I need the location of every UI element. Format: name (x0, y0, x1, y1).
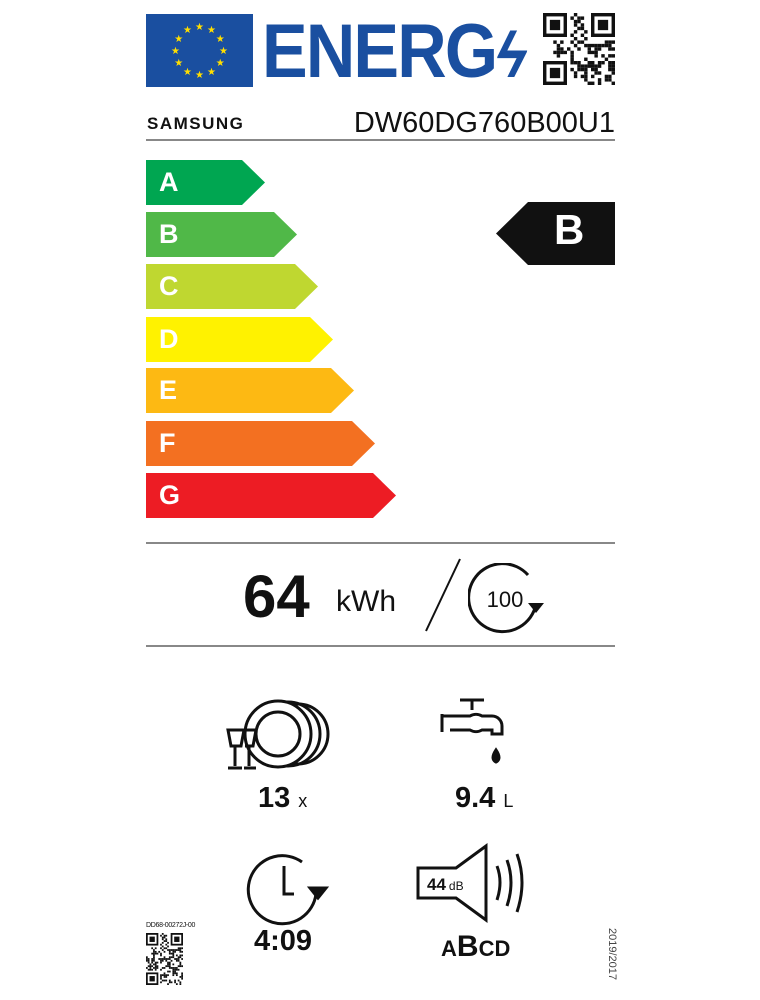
place-settings-icon (226, 699, 330, 770)
star-icon: ★ (216, 34, 225, 45)
water-consumption-value: 9.4 L (455, 782, 514, 814)
energy-class-label: D (159, 324, 179, 354)
brand-name: SAMSUNG (147, 114, 245, 133)
small-qr-code-icon (146, 933, 183, 985)
rating-label: B (554, 206, 585, 253)
qr-code-icon[interactable] (543, 13, 615, 85)
slash-divider (425, 558, 461, 632)
energy-class-a: A (146, 160, 265, 205)
energy-class-label: B (159, 219, 179, 249)
program-duration-value: 4:09 (254, 925, 313, 957)
eu-flag-icon: ★ ★★★★★★★★★★★ (146, 14, 253, 87)
energy-class-g: G (146, 473, 396, 518)
energy-class-c: C (146, 264, 318, 309)
energy-class-label: G (159, 480, 181, 510)
cycles-icon: 100 (468, 563, 558, 639)
star-icon: ★ (183, 25, 192, 36)
star-icon: ★ (219, 46, 228, 57)
star-icon: ★ (183, 67, 192, 78)
rating-indicator (496, 202, 615, 265)
energy-class-e: E (146, 368, 354, 413)
regulation-number: 2019/2017 (606, 928, 618, 980)
water-tap-icon (440, 698, 504, 764)
model-number: DW60DG760B00U1 (353, 107, 615, 139)
noise-speaker-icon (416, 843, 524, 923)
energy-class-f: F (146, 421, 375, 466)
energy-class-b: B (146, 212, 297, 257)
duration-clock-icon (246, 854, 330, 926)
star-icon: ★ (171, 46, 180, 57)
star-icon: ★ (195, 70, 204, 81)
star-icon: ★ (216, 58, 225, 69)
energy-class-label: A (159, 167, 179, 197)
energy-unit: kWh (336, 585, 396, 618)
noise-value: 44 dB (427, 875, 464, 894)
divider (146, 139, 615, 141)
star-icon: ★ (207, 25, 216, 36)
energy-class-d: D (146, 317, 333, 362)
energy-class-label: C (159, 271, 179, 301)
energy-logo: ENERGϟ (262, 9, 527, 94)
star-icon: ★ (174, 58, 183, 69)
star-icon: ★ (207, 67, 216, 78)
energy-class-label: F (159, 428, 176, 458)
divider (146, 645, 615, 647)
label-code: DD68-00272J-00 (146, 922, 196, 929)
energy-class-label: E (159, 375, 178, 405)
noise-class-scale: ABCD (441, 930, 511, 963)
energy-consumption-value: 64 (243, 563, 310, 630)
star-icon: ★ (174, 34, 183, 45)
cycles-value: 100 (486, 587, 524, 612)
place-settings-value: 13 x (258, 782, 308, 814)
star-icon: ★ (195, 22, 204, 33)
divider (146, 542, 615, 544)
